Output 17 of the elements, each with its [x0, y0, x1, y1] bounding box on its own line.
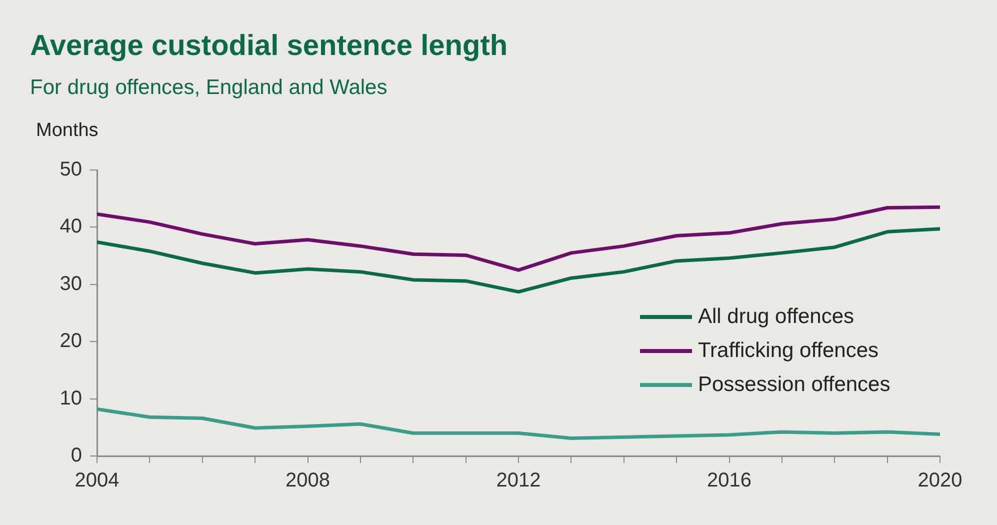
x-tick-label: 2016	[707, 470, 752, 492]
y-tick-label: 0	[70, 444, 82, 467]
y-tick-label: 20	[60, 330, 82, 352]
x-tick-label: 2020	[918, 470, 962, 492]
x-tick-label: 2008	[286, 470, 330, 492]
y-tick-label: 30	[60, 272, 82, 295]
legend-label: Possession offences	[698, 373, 890, 397]
legend-label: All drug offences	[698, 305, 854, 329]
y-tick-label: 40	[60, 216, 82, 238]
x-tick-label: 2012	[496, 470, 541, 492]
chart-subtitle: For drug offences, England and Wales	[30, 76, 388, 100]
legend-label: Trafficking offences	[698, 339, 879, 363]
y-tick-label: 10	[60, 387, 82, 410]
chart-title: Average custodial sentence length	[30, 30, 508, 63]
y-axis-title: Months	[36, 120, 98, 142]
x-tick-label: 2004	[74, 470, 120, 492]
y-tick-label: 50	[60, 158, 82, 181]
